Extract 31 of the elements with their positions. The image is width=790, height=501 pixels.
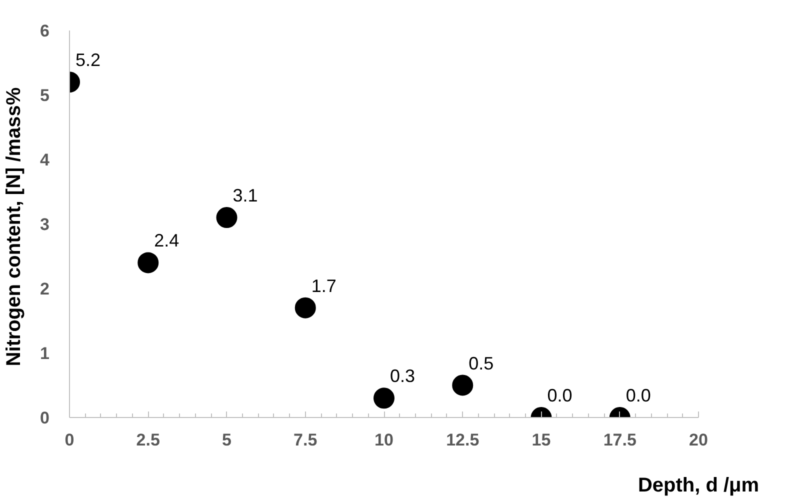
x-tick-label: 15 — [532, 430, 551, 450]
data-label: 0.0 — [547, 386, 572, 406]
point — [216, 207, 238, 228]
x-tick-label: 5 — [222, 430, 232, 450]
x-tick-label: 2.5 — [136, 430, 160, 450]
data-label: 5.2 — [76, 50, 101, 70]
y-tick-label: 5 — [40, 86, 50, 105]
data-label: 0.3 — [390, 366, 416, 386]
data-label: 0.0 — [626, 386, 651, 406]
y-tick-label: 1 — [40, 344, 50, 363]
x-tick-label: 12.5 — [446, 430, 480, 450]
y-tick-label: 6 — [40, 22, 50, 40]
y-axis-title: Nitrogen content, [N] /mass% — [3, 87, 26, 366]
y-tick-label: 3 — [40, 215, 50, 234]
data-label: 2.4 — [154, 230, 180, 251]
point — [294, 297, 316, 318]
y-tick-label: 2 — [40, 280, 50, 298]
point — [138, 252, 159, 274]
x-tick-label: 17.5 — [603, 430, 636, 450]
y-tick-label: 4 — [40, 150, 50, 170]
x-tick-label: 20 — [689, 430, 708, 450]
data-label: 0.5 — [468, 353, 494, 374]
x-tick-label: 0 — [64, 430, 74, 450]
data-label: 1.7 — [311, 276, 336, 296]
x-axis-title: Depth, d /μm — [638, 474, 760, 496]
point — [374, 388, 394, 409]
x-tick-label: 7.5 — [294, 430, 318, 450]
y-tick-label: 0 — [40, 408, 50, 428]
x-tick-label: 10 — [374, 430, 394, 450]
data-label: 3.1 — [232, 186, 258, 206]
point — [452, 374, 474, 396]
